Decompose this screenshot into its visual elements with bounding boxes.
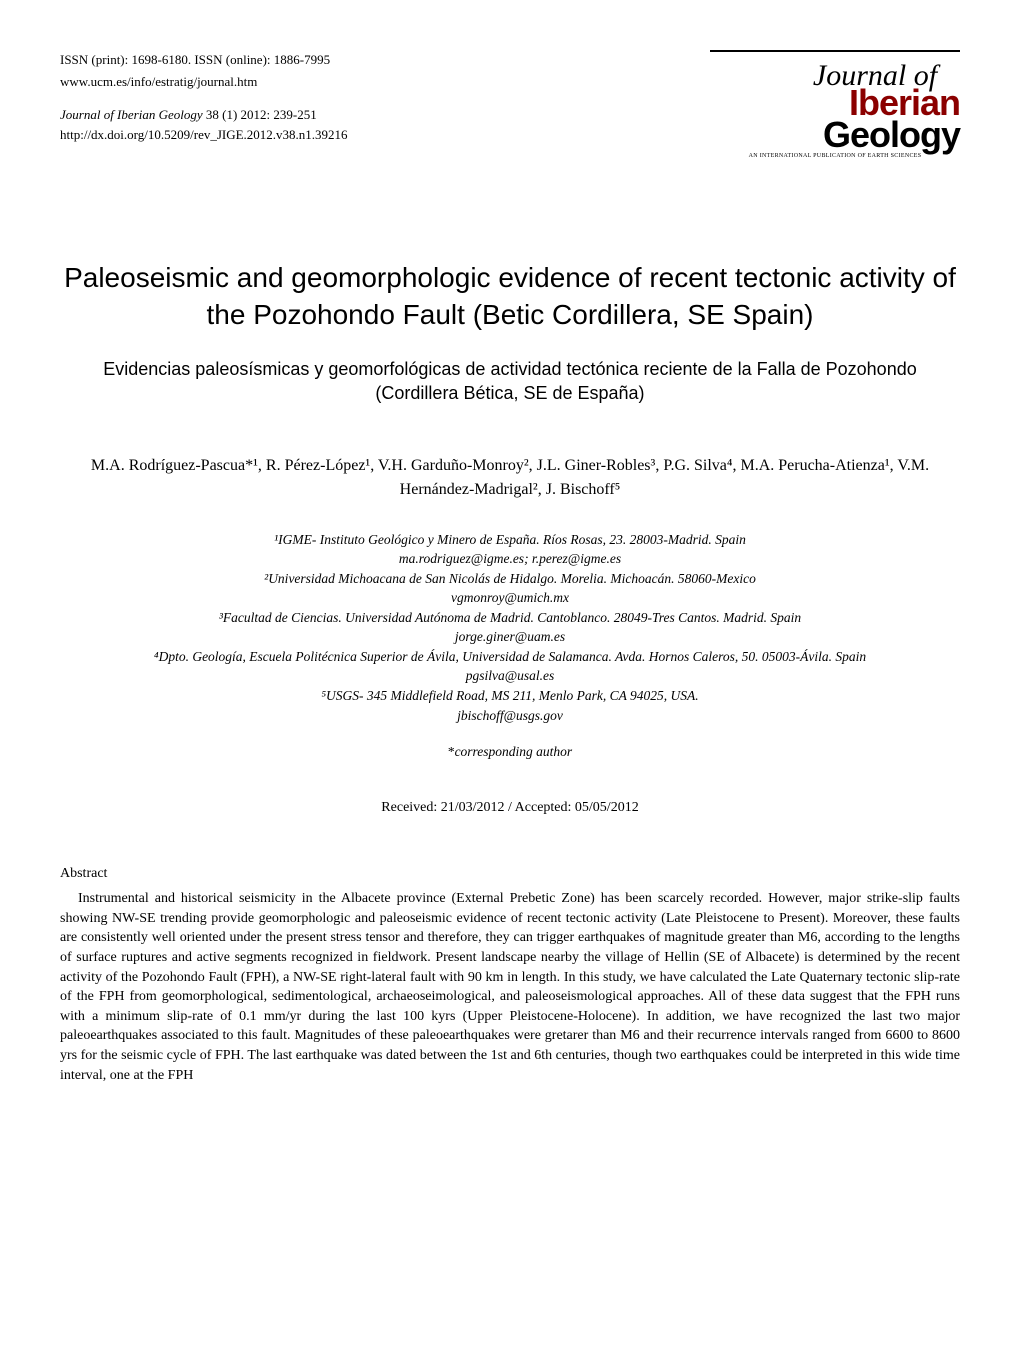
paper-title: Paleoseismic and geomorphologic evidence… [60, 260, 960, 333]
header-meta: ISSN (print): 1698-6180. ISSN (online): … [60, 50, 348, 144]
affiliation-1-email: ma.rodriguez@igme.es; r.perez@igme.es [60, 549, 960, 569]
affiliation-4: ⁴Dpto. Geología, Escuela Politécnica Sup… [60, 647, 960, 667]
issn-line: ISSN (print): 1698-6180. ISSN (online): … [60, 50, 348, 70]
abstract-heading: Abstract [60, 864, 960, 884]
journal-name: Journal of Iberian Geology [60, 107, 203, 122]
corresponding-marker: * [448, 744, 455, 759]
logo-word-geology: Geology [823, 114, 960, 155]
volume-info: 38 (1) 2012: 239-251 [203, 107, 317, 122]
affiliation-5-email: jbischoff@usgs.gov [60, 706, 960, 726]
corresponding-author-note: *corresponding author [60, 743, 960, 762]
corresponding-text: corresponding author [455, 744, 573, 759]
affiliation-1: ¹IGME- Instituto Geológico y Minero de E… [60, 530, 960, 550]
affiliation-3: ³Facultad de Ciencias. Universidad Autón… [60, 608, 960, 628]
journal-logo: Journal of Iberian Geology An Internatio… [710, 50, 960, 160]
title-block: Paleoseismic and geomorphologic evidence… [60, 260, 960, 405]
submission-dates: Received: 21/03/2012 / Accepted: 05/05/2… [60, 798, 960, 818]
journal-reference: Journal of Iberian Geology 38 (1) 2012: … [60, 105, 348, 125]
abstract-body: Instrumental and historical seismicity i… [60, 889, 960, 1085]
doi-link: http://dx.doi.org/10.5209/rev_JIGE.2012.… [60, 125, 348, 145]
authors-list: M.A. Rodríguez-Pascua*¹, R. Pérez-López¹… [60, 454, 960, 502]
affiliation-4-email: pgsilva@usal.es [60, 666, 960, 686]
affiliations-block: ¹IGME- Instituto Geológico y Minero de E… [60, 530, 960, 726]
affiliation-2: ²Universidad Michoacana de San Nicolás d… [60, 569, 960, 589]
paper-subtitle: Evidencias paleosísmicas y geomorfológic… [60, 357, 960, 406]
affiliation-3-email: jorge.giner@uam.es [60, 627, 960, 647]
affiliation-5: ⁵USGS- 345 Middlefield Road, MS 211, Men… [60, 686, 960, 706]
journal-url: www.ucm.es/info/estratig/journal.htm [60, 72, 348, 92]
affiliation-2-email: vgmonroy@umich.mx [60, 588, 960, 608]
page-header: ISSN (print): 1698-6180. ISSN (online): … [60, 50, 960, 160]
